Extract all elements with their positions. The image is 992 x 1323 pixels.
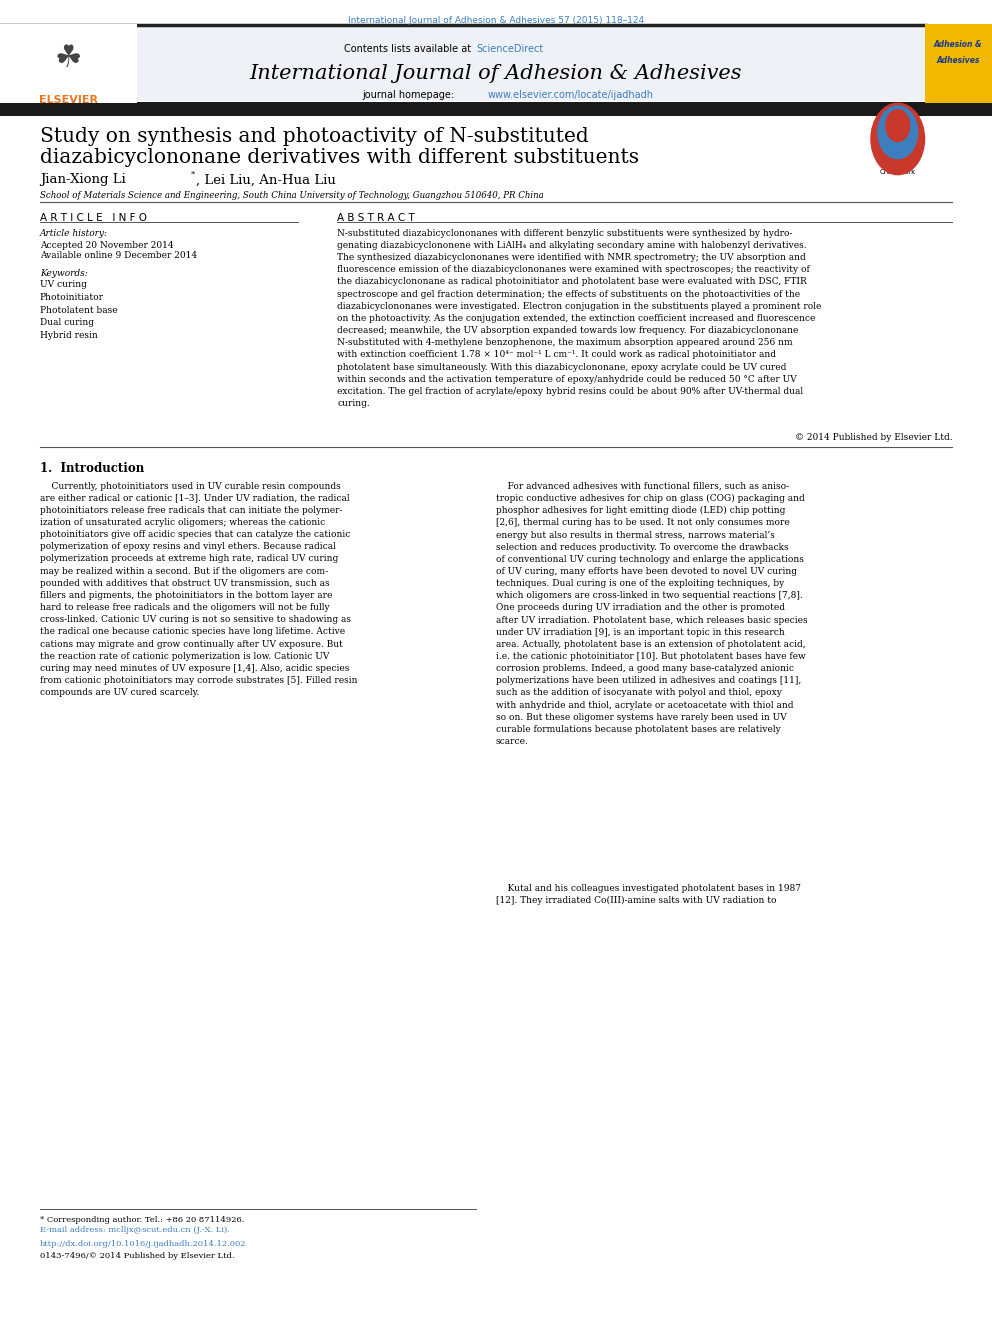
FancyBboxPatch shape: [925, 24, 992, 103]
Text: Article history:: Article history:: [40, 229, 108, 238]
Text: ELSEVIER: ELSEVIER: [39, 95, 98, 106]
Text: Currently, photoinitiators used in UV curable resin compounds
are either radical: Currently, photoinitiators used in UV cu…: [40, 482, 357, 697]
Text: Photolatent base: Photolatent base: [40, 306, 117, 315]
Bar: [0, 102, 992, 116]
Text: UV curing: UV curing: [40, 280, 86, 290]
Text: Study on synthesis and photoactivity of N-substituted: Study on synthesis and photoactivity of …: [40, 127, 588, 146]
Text: 1.  Introduction: 1. Introduction: [40, 462, 144, 475]
Text: N-substituted diazabicyclononanes with different benzylic substituents were synt: N-substituted diazabicyclononanes with d…: [337, 229, 821, 407]
Text: International Journal of Adhesion & Adhesives: International Journal of Adhesion & Adhe…: [250, 64, 742, 82]
Text: International Journal of Adhesion & Adhesives 57 (2015) 118–124: International Journal of Adhesion & Adhe…: [348, 16, 644, 25]
Text: E-mail address: mclljx@scut.edu.cn (J.-X. Li).: E-mail address: mclljx@scut.edu.cn (J.-X…: [40, 1226, 229, 1234]
FancyBboxPatch shape: [0, 25, 992, 101]
Text: CrossMark: CrossMark: [880, 169, 916, 176]
Text: Adhesives: Adhesives: [936, 56, 980, 65]
Text: For advanced adhesives with functional fillers, such as aniso-
tropic conductive: For advanced adhesives with functional f…: [496, 482, 807, 746]
Text: Accepted 20 November 2014: Accepted 20 November 2014: [40, 241, 174, 250]
FancyBboxPatch shape: [0, 24, 137, 103]
Text: Adhesion &: Adhesion &: [933, 40, 983, 49]
Text: A B S T R A C T: A B S T R A C T: [337, 213, 415, 224]
Text: , Lei Liu, An-Hua Liu: , Lei Liu, An-Hua Liu: [196, 173, 336, 187]
Text: Jian-Xiong Li: Jian-Xiong Li: [40, 173, 125, 187]
Text: School of Materials Science and Engineering, South China University of Technolog: School of Materials Science and Engineer…: [40, 191, 544, 200]
Text: Keywords:: Keywords:: [40, 269, 87, 278]
Text: * Corresponding author. Tel.: +86 20 87114926.: * Corresponding author. Tel.: +86 20 871…: [40, 1216, 244, 1224]
Text: A R T I C L E   I N F O: A R T I C L E I N F O: [40, 213, 147, 224]
Text: Hybrid resin: Hybrid resin: [40, 331, 97, 340]
Text: www.elsevier.com/locate/ijadhadh: www.elsevier.com/locate/ijadhadh: [488, 90, 654, 101]
Text: Dual curing: Dual curing: [40, 318, 93, 327]
Text: *: *: [190, 171, 194, 179]
Text: Kutal and his colleagues investigated photolatent bases in 1987
[12]. They irrad: Kutal and his colleagues investigated ph…: [496, 884, 801, 905]
Text: 0143-7496/© 2014 Published by Elsevier Ltd.: 0143-7496/© 2014 Published by Elsevier L…: [40, 1252, 234, 1259]
Text: ☘: ☘: [55, 44, 82, 73]
Text: http://dx.doi.org/10.1016/j.ijadhadh.2014.12.002: http://dx.doi.org/10.1016/j.ijadhadh.201…: [40, 1240, 246, 1248]
Text: Photoinitiator: Photoinitiator: [40, 292, 104, 302]
Circle shape: [886, 110, 910, 142]
Text: journal homepage:: journal homepage:: [362, 90, 457, 101]
Circle shape: [871, 103, 925, 175]
Text: diazabicyclononane derivatives with different substituents: diazabicyclononane derivatives with diff…: [40, 148, 639, 167]
Text: © 2014 Published by Elsevier Ltd.: © 2014 Published by Elsevier Ltd.: [795, 433, 952, 442]
Text: Contents lists available at: Contents lists available at: [344, 44, 474, 54]
Text: ScienceDirect: ScienceDirect: [476, 44, 544, 54]
Text: Available online 9 December 2014: Available online 9 December 2014: [40, 251, 196, 261]
Circle shape: [878, 106, 918, 159]
